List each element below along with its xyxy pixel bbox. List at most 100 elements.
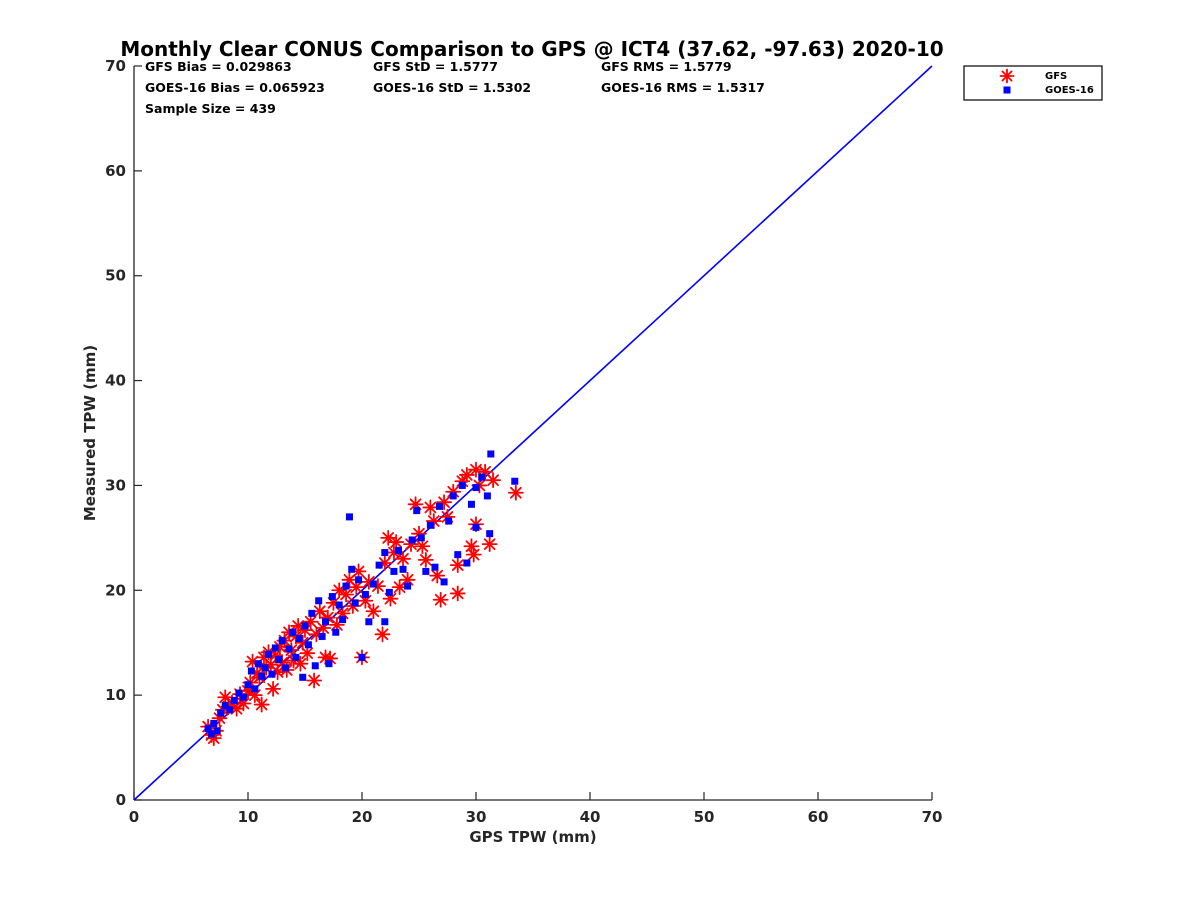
goes-16-point	[268, 670, 276, 678]
goes-16-point	[381, 618, 389, 626]
gfs-point	[481, 536, 498, 553]
goes-16-point	[315, 597, 323, 605]
goes-16-point	[487, 450, 495, 458]
gfs-point	[348, 579, 365, 596]
goes-16-point	[292, 653, 300, 661]
x-tick-label: 50	[694, 808, 715, 826]
goes-16-point	[308, 609, 316, 617]
goes-16-point	[381, 549, 389, 557]
stat-gfs-bias: GFS Bias = 0.029863	[145, 59, 292, 74]
goes-16-point	[463, 559, 471, 567]
goes-16-point	[299, 673, 307, 681]
legend-goes-square	[1003, 86, 1011, 94]
goes-16-point	[339, 616, 347, 624]
goes-16-point	[449, 492, 457, 500]
goes-16-point	[304, 641, 312, 649]
goes-16-point	[230, 696, 238, 704]
legend-gfs-marker	[999, 68, 1015, 84]
goes-16-point	[467, 500, 475, 508]
x-tick-label: 30	[466, 808, 487, 826]
gfs-point	[468, 461, 484, 478]
goes-16-point	[413, 507, 421, 515]
stat-gfs-std: GFS StD = 1.5777	[373, 59, 498, 74]
goes-16-point	[265, 650, 273, 658]
goes-16-point	[235, 689, 243, 697]
legend-box	[963, 65, 1103, 101]
goes-16-point	[511, 477, 519, 485]
goes-16-point	[399, 565, 407, 573]
y-tick-label: 50	[105, 267, 126, 285]
goes-16-point	[332, 628, 340, 636]
legend: GFS GOES-16	[963, 65, 1103, 101]
goes-16-point	[431, 563, 439, 571]
gfs-point	[417, 551, 434, 568]
goes-16-point	[394, 546, 402, 554]
gfs-point	[414, 538, 431, 555]
goes-16-point	[318, 632, 326, 640]
stats-annotations: GFS Bias = 0.029863 GOES-16 Bias = 0.065…	[145, 59, 765, 116]
goes-16-point	[365, 618, 373, 626]
x-tick-label: 40	[580, 808, 601, 826]
goes-16-point	[458, 481, 466, 489]
goes-16-point	[445, 517, 453, 525]
gfs-point	[365, 603, 382, 620]
goes-16-point	[311, 662, 319, 670]
goes-16-point	[426, 521, 434, 529]
goes-16-point	[478, 473, 486, 481]
gfs-point	[374, 626, 391, 643]
goes-16-point	[239, 693, 247, 701]
gfs-point	[507, 484, 524, 501]
goes-16-point	[342, 582, 350, 590]
goes-16-point	[208, 730, 216, 738]
goes-16-point	[325, 660, 333, 668]
goes-16-point	[472, 523, 480, 531]
goes-16-point	[408, 536, 416, 544]
gfs-point	[422, 499, 439, 516]
y-tick-label: 60	[105, 162, 126, 180]
goes-16-point	[472, 484, 480, 492]
goes-16-point	[258, 672, 266, 680]
goes-16-point	[288, 628, 296, 636]
goes-16-point	[355, 576, 363, 584]
data-points	[200, 450, 524, 747]
goes-16-point	[322, 618, 330, 626]
goes-16-point	[295, 635, 303, 643]
goes-16-point	[358, 653, 366, 661]
goes-16-point	[226, 706, 234, 714]
stat-gfs-rms: GFS RMS = 1.5779	[601, 59, 732, 74]
axes	[133, 66, 932, 801]
y-tick-label: 40	[105, 372, 126, 390]
goes-16-point	[361, 590, 369, 598]
legend-goes-label: GOES-16	[1045, 85, 1094, 96]
gfs-point	[449, 585, 466, 602]
goes-16-point	[278, 637, 286, 645]
x-tick-label: 20	[352, 808, 373, 826]
y-tick-label: 20	[105, 581, 126, 599]
goes-16-point	[422, 567, 430, 575]
gfs-point	[395, 550, 411, 567]
goes-16-point	[454, 551, 462, 559]
x-axis-label: GPS TPW (mm)	[469, 828, 596, 846]
goes-16-point	[486, 530, 494, 538]
y-tick-label: 10	[105, 686, 126, 704]
goes-16-point	[390, 567, 398, 575]
y-tick-label: 30	[105, 476, 126, 494]
y-tick-label: 70	[105, 57, 126, 75]
goes-16-point	[217, 709, 225, 717]
gfs-point	[429, 567, 446, 584]
gfs-point	[485, 472, 502, 489]
goes-16-point	[348, 565, 356, 573]
goes-16-point	[261, 664, 269, 672]
gfs-point	[253, 696, 270, 713]
x-tick-label: 70	[922, 808, 943, 826]
stat-goes-std: GOES-16 StD = 1.5302	[373, 80, 531, 95]
goes-16-point	[483, 492, 491, 500]
stat-sample-size: Sample Size = 439	[145, 101, 276, 116]
goes-16-point	[204, 725, 212, 733]
goes-16-point	[210, 719, 218, 727]
goes-16-point	[345, 513, 353, 521]
gfs-point	[449, 557, 466, 574]
goes-16-point	[417, 534, 425, 542]
goes-16-point	[351, 599, 359, 607]
